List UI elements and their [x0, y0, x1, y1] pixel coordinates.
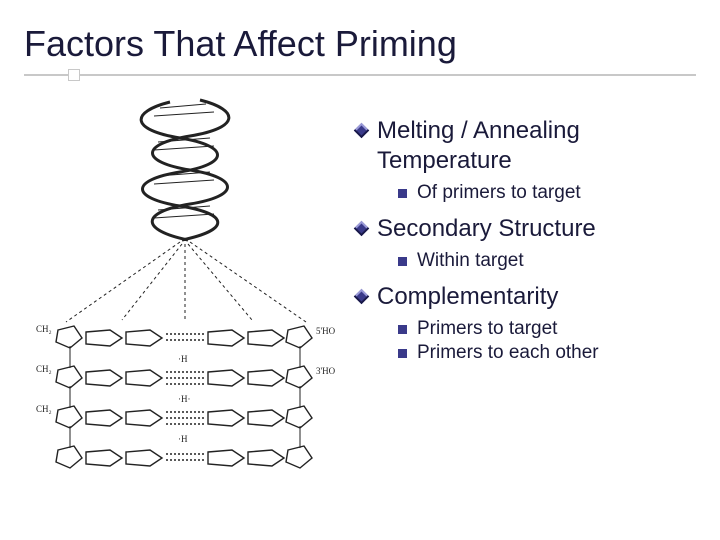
bullet-list: Melting / Annealing Temperature Of prime… [356, 116, 696, 364]
slide-body: CH₂ CH₂ CH₂ 5'HO 3'HO ·H ·H· ·H [24, 94, 696, 484]
square-bullet-icon [398, 349, 407, 358]
list-item: Melting / Annealing Temperature Of prime… [356, 116, 696, 204]
title-rule [24, 74, 696, 76]
title-area: Factors That Affect Priming [24, 0, 696, 76]
svg-text:·H: ·H [178, 354, 188, 364]
sub-list: Within target [398, 250, 696, 272]
list-item: Complementarity Primers to target Primer… [356, 282, 696, 364]
bullet-label: Secondary Structure [377, 214, 596, 244]
diamond-bullet-icon [354, 288, 370, 304]
svg-text:·H: ·H [178, 434, 188, 444]
svg-text:5'HO: 5'HO [316, 326, 336, 336]
svg-text:·H·: ·H· [178, 394, 191, 404]
square-bullet-icon [398, 325, 407, 334]
slide: Factors That Affect Priming [0, 0, 720, 540]
svg-text:3'HO: 3'HO [316, 366, 336, 376]
bullet-column: Melting / Annealing Temperature Of prime… [356, 94, 696, 484]
bullet-label: Melting / Annealing Temperature [377, 116, 696, 176]
square-bullet-icon [398, 189, 407, 198]
svg-text:CH₂: CH₂ [36, 324, 52, 334]
slide-title: Factors That Affect Priming [24, 24, 696, 64]
diamond-bullet-icon [354, 122, 370, 138]
sub-bullet-label: Primers to target [417, 318, 557, 340]
sub-bullet-label: Primers to each other [417, 342, 599, 364]
title-rule-notch [68, 69, 80, 81]
sub-list: Of primers to target [398, 182, 696, 204]
list-item: Within target [398, 250, 696, 272]
sub-bullet-label: Of primers to target [417, 182, 581, 204]
list-item: Of primers to target [398, 182, 696, 204]
list-item: Primers to target [398, 318, 696, 340]
diamond-bullet-icon [354, 220, 370, 236]
svg-text:CH₂: CH₂ [36, 404, 52, 414]
image-column: CH₂ CH₂ CH₂ 5'HO 3'HO ·H ·H· ·H [24, 94, 346, 484]
list-item: Primers to each other [398, 342, 696, 364]
dna-helix-illustration: CH₂ CH₂ CH₂ 5'HO 3'HO ·H ·H· ·H [30, 94, 340, 484]
sub-bullet-label: Within target [417, 250, 524, 272]
svg-text:CH₂: CH₂ [36, 364, 52, 374]
bullet-label: Complementarity [377, 282, 558, 312]
square-bullet-icon [398, 257, 407, 266]
list-item: Secondary Structure Within target [356, 214, 696, 272]
sub-list: Primers to target Primers to each other [398, 318, 696, 364]
